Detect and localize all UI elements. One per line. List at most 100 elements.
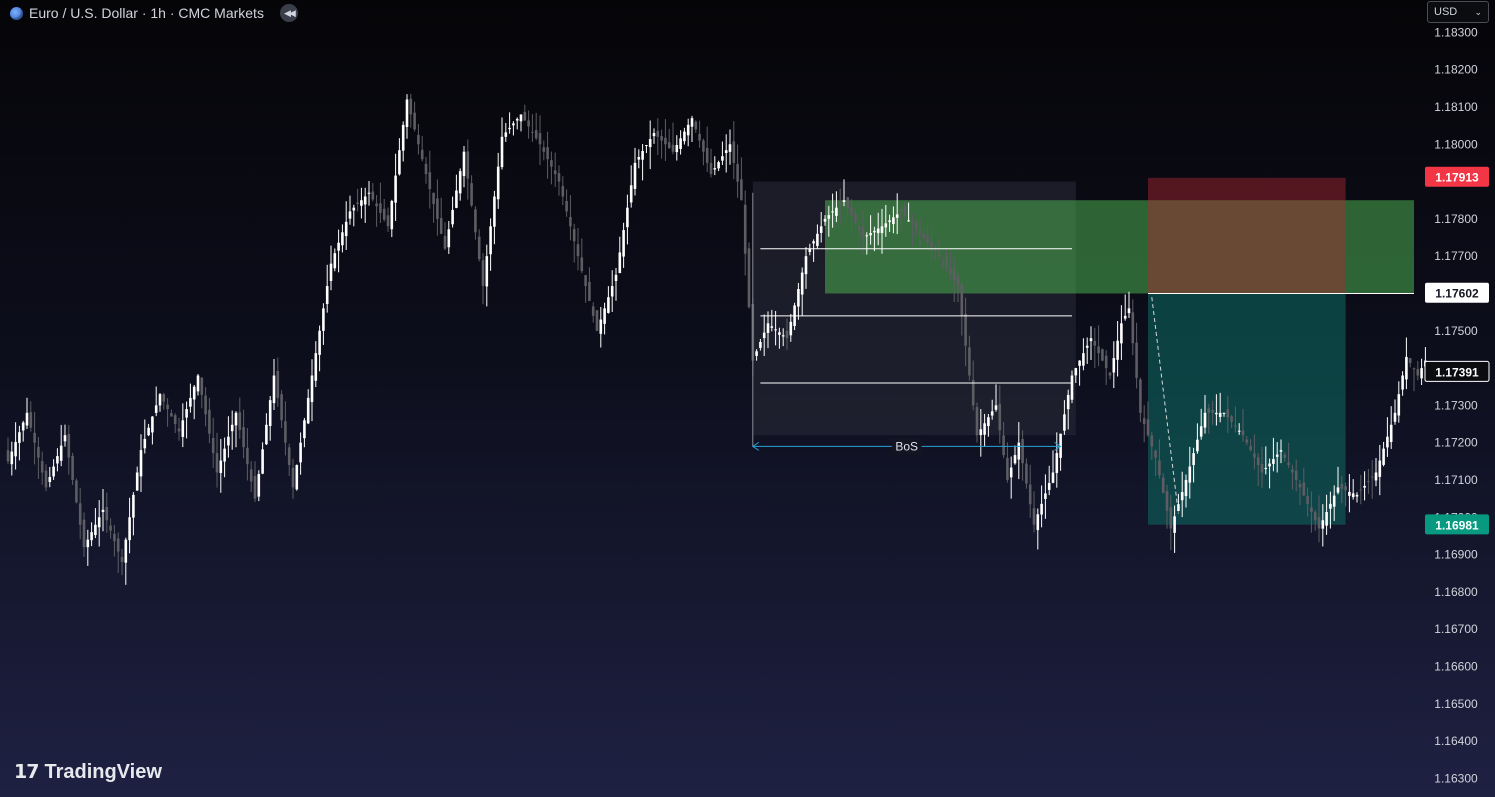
- candle: [721, 141, 724, 165]
- candle-body: [945, 256, 948, 269]
- candle-body: [1211, 409, 1214, 413]
- candle: [489, 218, 492, 271]
- candle-body: [1112, 358, 1116, 373]
- candle: [90, 522, 93, 547]
- candle-body: [200, 377, 204, 395]
- candle: [417, 124, 420, 155]
- candle-body: [675, 145, 679, 153]
- supply-zone: [825, 200, 1414, 294]
- candle-body: [835, 207, 838, 216]
- candle: [766, 311, 770, 349]
- candle-body: [363, 196, 367, 205]
- candle-body: [1287, 462, 1290, 466]
- candle-body: [1009, 467, 1013, 478]
- candle: [21, 420, 25, 442]
- candle-body: [884, 223, 888, 228]
- candle-body: [116, 538, 120, 552]
- candle: [565, 189, 568, 217]
- candle-body: [265, 424, 268, 445]
- zones-layer: [752, 177, 1414, 525]
- candle-body: [755, 351, 758, 356]
- candle: [709, 148, 713, 178]
- candle-body: [998, 403, 1002, 431]
- candle-body: [109, 525, 112, 531]
- candle-body: [1002, 435, 1005, 456]
- candle: [918, 217, 922, 246]
- candle: [1009, 456, 1013, 499]
- candle: [774, 311, 777, 346]
- candle: [1397, 381, 1401, 423]
- candle-body: [679, 138, 682, 149]
- candle-body: [713, 168, 717, 170]
- candle: [637, 149, 641, 169]
- candle: [162, 392, 166, 410]
- price-label-stop-text: 1.17913: [1435, 171, 1479, 185]
- brand-logo[interactable]: 𝟭𝟳 TradingView: [14, 761, 162, 784]
- candle: [1298, 480, 1302, 506]
- candle: [930, 227, 933, 260]
- candle: [379, 182, 382, 223]
- price-tick-label: 1.16900: [1434, 548, 1478, 562]
- symbol-title[interactable]: Euro / U.S. Dollar · 1h · CMC Markets: [29, 5, 264, 21]
- candle: [740, 157, 743, 201]
- candle-body: [557, 173, 561, 182]
- candle-body: [922, 233, 926, 239]
- candle: [1127, 291, 1131, 319]
- candle-body: [105, 507, 109, 521]
- candle: [1367, 469, 1370, 494]
- candle-body: [386, 215, 390, 227]
- candle: [1256, 452, 1260, 487]
- candle-body: [52, 466, 55, 477]
- candle-body: [394, 175, 397, 203]
- candle-body: [1378, 460, 1382, 477]
- candle-body: [398, 150, 401, 175]
- candle-body: [766, 323, 770, 333]
- candle-body: [295, 465, 299, 490]
- candle-body: [1291, 469, 1294, 473]
- candle-body: [1310, 507, 1313, 513]
- currency-select[interactable]: USD ⌄: [1427, 1, 1489, 23]
- candle: [591, 302, 595, 323]
- price-label-last-box: [1424, 360, 1490, 382]
- candle: [1302, 467, 1306, 496]
- price-tick-label: 1.16800: [1434, 585, 1478, 599]
- candle-body: [1260, 464, 1264, 473]
- candle: [1325, 494, 1328, 535]
- candle-body: [648, 139, 652, 148]
- candle-body: [1051, 472, 1055, 483]
- candle: [1313, 509, 1317, 531]
- candle-body: [781, 335, 785, 337]
- bos-arrow-right-head: [1054, 441, 1062, 451]
- candle: [561, 176, 565, 206]
- candle-body: [876, 228, 880, 234]
- candle-body: [778, 332, 781, 335]
- candle: [352, 204, 356, 227]
- candle-body: [481, 260, 485, 287]
- candle-body: [1158, 460, 1161, 476]
- candle: [177, 417, 181, 441]
- candle-body: [960, 284, 964, 316]
- candle: [998, 385, 1002, 444]
- candle: [1101, 348, 1104, 362]
- candle-body: [1412, 368, 1416, 370]
- candle-body: [367, 192, 371, 194]
- candle: [827, 205, 831, 237]
- candle-body: [854, 214, 857, 223]
- target-zone: [1148, 293, 1346, 525]
- candle: [1260, 446, 1264, 489]
- candle: [504, 122, 508, 142]
- candle: [1241, 408, 1245, 442]
- candle: [1013, 445, 1017, 465]
- candle: [1104, 350, 1108, 385]
- candle-body: [930, 242, 933, 248]
- candle: [645, 144, 648, 154]
- candle-body: [154, 405, 158, 413]
- candle-body: [808, 248, 812, 252]
- candle-body: [1150, 435, 1154, 447]
- candle-body: [253, 475, 257, 499]
- candle: [1074, 367, 1078, 384]
- candle: [949, 252, 952, 281]
- candle: [1291, 464, 1294, 490]
- rewind-icon[interactable]: ◀◀: [279, 4, 298, 22]
